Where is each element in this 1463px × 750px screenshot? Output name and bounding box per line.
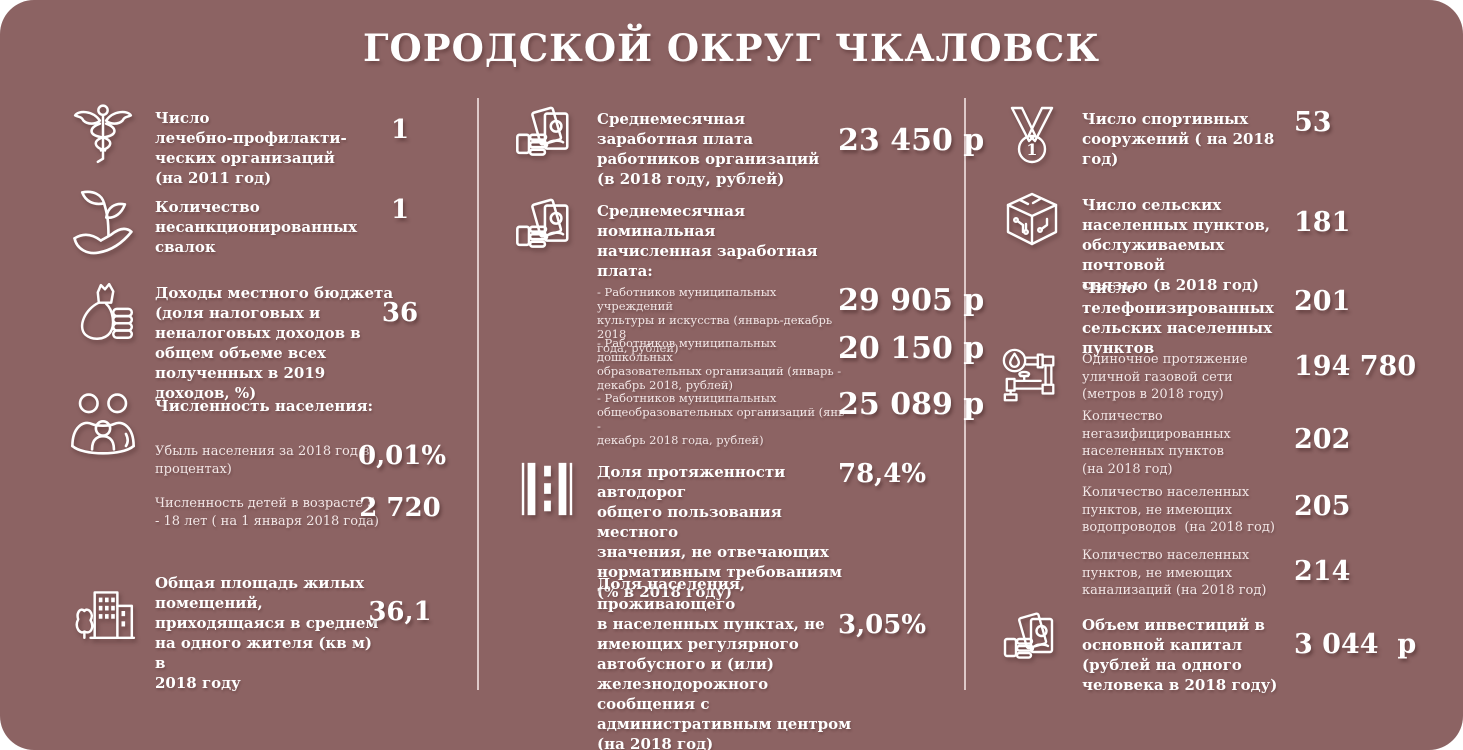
stat-value: 36,1 [368,597,432,627]
cash-hand-icon [512,196,580,264]
stat-value: 78,4% [838,459,927,489]
stat-value: 25 089 р [838,387,985,422]
stat-value: 36 [381,298,419,328]
stat-label: Объем инвестиций в основной капитал (руб… [1082,616,1278,694]
parcel-cube-icon [1000,190,1064,254]
stat-label: Количество несанкционированных свалок [155,198,358,256]
stat-label: - Работников муниципальных общеобразоват… [597,391,845,447]
stat-value: 181 [1294,207,1351,238]
stat-label: Численность детей в возрасте 5 - 18 лет … [155,496,379,529]
stat-label: Численность населения: [155,397,374,415]
stat-label: - Работников муниципальных учреждений ку… [597,285,833,355]
stat-value: 3 044 р [1294,629,1417,660]
building-icon [72,578,138,644]
stat-value: 214 [1294,556,1351,587]
stat-label: Среднемесячная номинальная начисленная з… [597,202,818,280]
road-icon [516,458,578,520]
column-divider [477,98,479,690]
stat-value: 1 [390,195,410,225]
stat-label: Доля населения, проживающего в населенны… [597,575,852,750]
stat-label: Среднемесячная заработная плата работник… [597,110,820,188]
sprout-hand-icon [68,188,138,258]
medal-icon: 1 [1000,104,1064,168]
column-divider [964,98,966,690]
cash-hand-icon [1000,610,1064,674]
stat-value: 201 [1294,286,1351,317]
caduceus-icon [70,102,136,168]
stat-label: Одиночное протяжение уличной газовой сет… [1082,352,1248,402]
page-title: ГОРОДСКОЙ ОКРУГ ЧКАЛОВСК [363,26,1100,70]
stat-value: 29 905 р [838,283,985,318]
stat-label: Общая площадь жилых помещений, приходяща… [155,574,379,692]
stat-label: Число лечебно-профилакти- ческих организ… [155,109,347,187]
stat-value: 23 450 р [838,123,985,158]
stat-value: 0,01% [358,441,447,471]
stat-label: Количество населенных пунктов, не имеющи… [1082,548,1267,598]
stat-label: Число сельских населенных пунктов, обслу… [1082,196,1270,294]
stat-label: Число спортивных сооружений ( на 2018 го… [1082,110,1275,168]
stat-label: Количество населенных пунктов, не имеющи… [1082,485,1275,535]
money-bag-icon [72,280,138,346]
stat-value: 53 [1294,107,1332,138]
stat-value: 20 150 р [838,331,985,366]
medal-number-text: 1 [1026,140,1037,159]
gas-pipe-icon [1000,346,1062,408]
stat-label: Количество негазифицированных населенных… [1082,409,1231,477]
stat-label: Число телефонизированных сельских населе… [1082,279,1274,357]
stat-value: 1 [390,115,410,145]
stat-value: 194 780 [1294,351,1417,382]
population-icon [68,388,138,458]
stat-label: Доходы местного бюджета (доля налоговых … [155,284,394,402]
stat-value: 202 [1294,424,1351,455]
stat-value: 2 720 [359,493,441,523]
stat-value: 205 [1294,491,1351,522]
stat-value: 3,05% [838,610,927,640]
cash-hand-icon [512,104,580,172]
stat-label: Убыль населения за 2018 год в процентах) [155,444,370,477]
stat-label: - Работников муниципальных дошкольных об… [597,336,842,392]
stat-label: Доля протяженности автодорог общего поль… [597,463,843,601]
